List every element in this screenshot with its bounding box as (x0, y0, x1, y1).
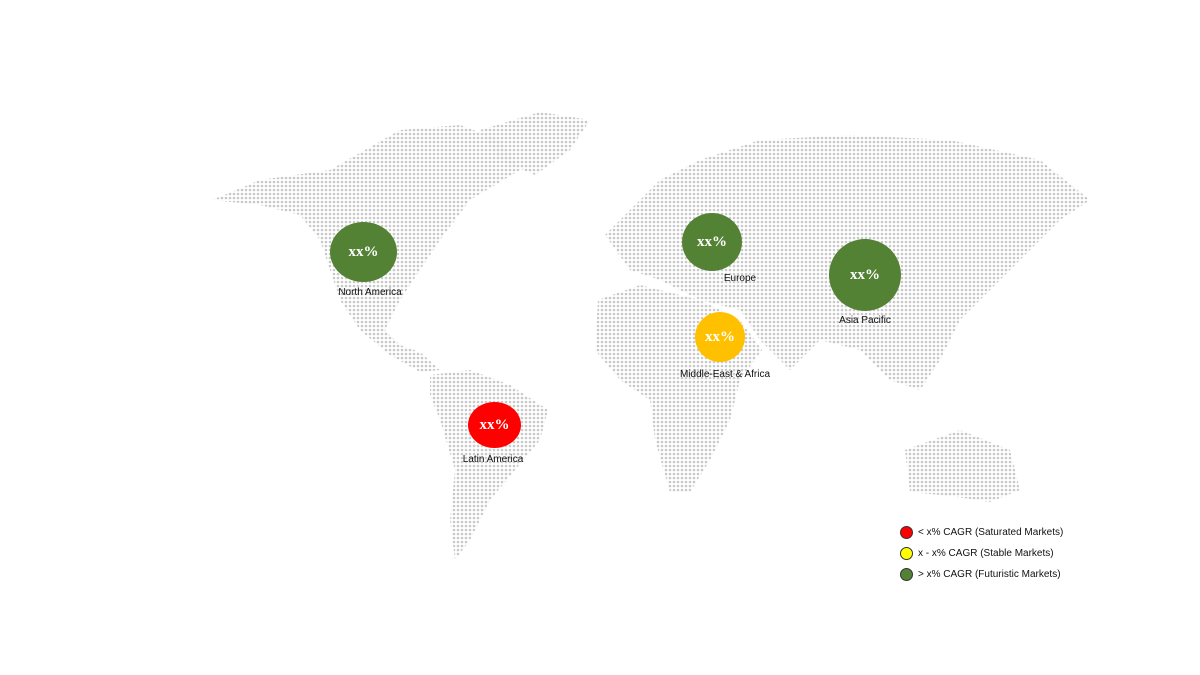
label-europe: Europe (723, 273, 757, 284)
bubble-middle-east-africa: xx% (695, 312, 745, 362)
legend: < x% CAGR (Saturated Markets) x - x% CAG… (900, 522, 1063, 585)
legend-item-futuristic: > x% CAGR (Futuristic Markets) (900, 564, 1063, 585)
africa-landmass (595, 285, 762, 492)
legend-swatch (900, 568, 913, 581)
bubble-europe: xx% (682, 213, 742, 271)
legend-label: < x% CAGR (Saturated Markets) (918, 527, 1064, 538)
bubble-asia-pacific: xx% (829, 239, 901, 311)
legend-item-stable: x - x% CAGR (Stable Markets) (900, 543, 1063, 564)
label-latin-america: Latin America (462, 454, 524, 465)
legend-swatch (900, 526, 913, 539)
south-america-landmass (430, 370, 548, 560)
legend-label: > x% CAGR (Futuristic Markets) (918, 569, 1061, 580)
bubble-latin-america: xx% (468, 402, 521, 448)
legend-item-saturated: < x% CAGR (Saturated Markets) (900, 522, 1063, 543)
australia-landmass (905, 430, 1020, 502)
legend-swatch (900, 547, 913, 560)
label-middle-east-africa: Middle-East & Africa (679, 369, 771, 380)
greenland-landmass (480, 112, 590, 175)
legend-label: x - x% CAGR (Stable Markets) (918, 548, 1054, 559)
label-asia-pacific: Asia Pacific (839, 315, 891, 326)
bubble-north-america: xx% (330, 222, 397, 282)
label-north-america: North America (338, 287, 402, 298)
